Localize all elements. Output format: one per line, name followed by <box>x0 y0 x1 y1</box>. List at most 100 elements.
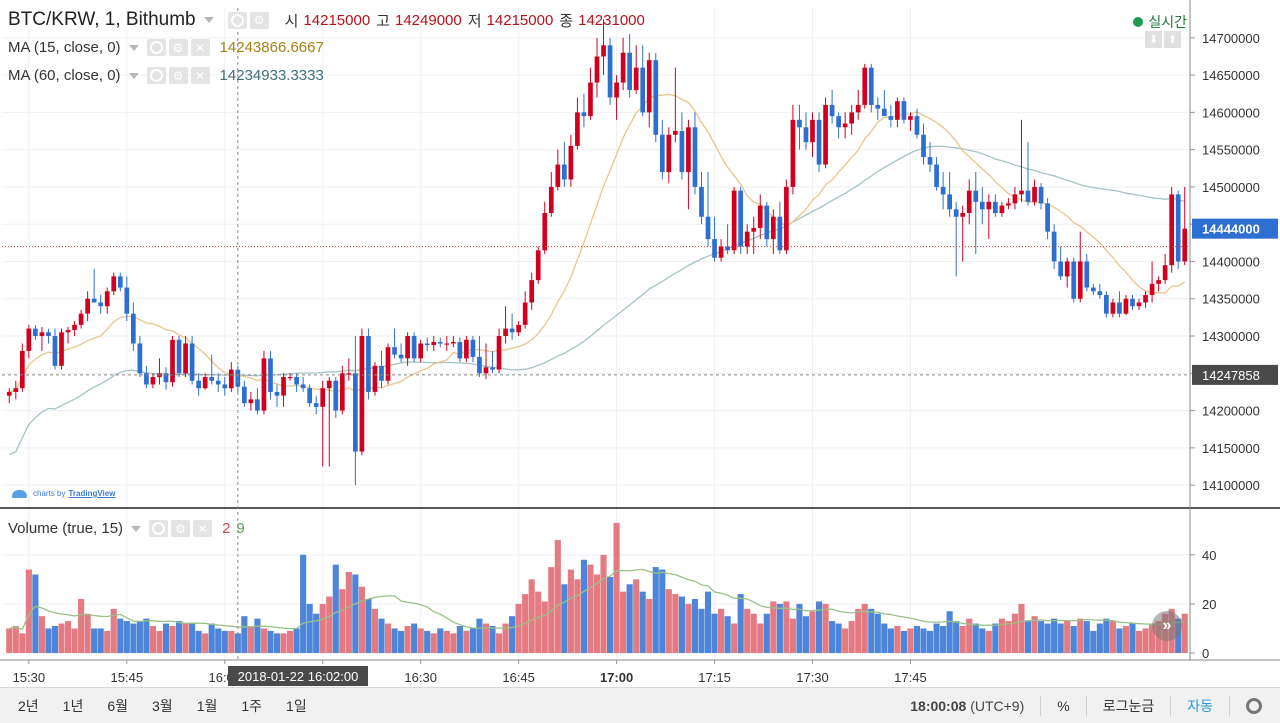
candle-body <box>39 332 45 337</box>
chevron-down-icon[interactable] <box>128 44 139 51</box>
chevron-down-icon[interactable] <box>128 72 139 79</box>
settings-gear-icon[interactable] <box>1246 698 1262 714</box>
candle-body <box>1169 194 1175 266</box>
volume-bar <box>1122 626 1130 653</box>
log-scale-button[interactable]: 로그눈금 <box>1102 698 1155 714</box>
range-3m-button[interactable]: 3월 <box>152 697 173 714</box>
volume-bar <box>835 623 842 653</box>
tradingview-branding[interactable]: charts by TradingView <box>12 489 115 498</box>
volume-bar <box>443 630 450 653</box>
volume-bar <box>162 623 170 653</box>
volume-tick-label: 40 <box>1202 548 1216 563</box>
candle-body <box>346 373 352 375</box>
gear-icon[interactable]: ⚙ <box>168 39 188 56</box>
percent-scale-button[interactable]: % <box>1057 698 1070 714</box>
volume-bar <box>319 603 326 653</box>
volume-bar <box>254 618 261 653</box>
candle-body <box>751 227 757 232</box>
volume-bar <box>900 630 907 653</box>
volume-bar <box>332 564 339 653</box>
candle-body <box>483 367 489 374</box>
volume-bar <box>476 618 483 653</box>
candle-body <box>111 276 117 292</box>
volume-bar <box>574 579 581 653</box>
eye-icon[interactable] <box>146 39 166 56</box>
volume-bar <box>6 628 13 653</box>
volume-bar <box>704 591 712 653</box>
candle-body <box>542 213 548 251</box>
volume-bar <box>731 623 738 653</box>
candle-body <box>823 104 828 165</box>
auto-scale-button[interactable]: 자동 <box>1187 698 1213 714</box>
candle-body <box>320 388 326 407</box>
candle-body <box>78 313 84 325</box>
volume-bar <box>384 623 392 653</box>
volume-bar <box>822 603 829 653</box>
volume-bar <box>123 621 130 653</box>
open-label: 시 <box>284 12 299 30</box>
candle-body <box>757 205 763 228</box>
candle-body <box>255 399 260 411</box>
candle-body <box>26 328 32 351</box>
arrow-up-icon[interactable]: ⬆ <box>1164 31 1181 48</box>
candle-body <box>1032 186 1037 202</box>
range-1m-button[interactable]: 1월 <box>196 697 218 714</box>
range-1d-button[interactable]: 1일 <box>286 697 307 714</box>
chevron-down-icon[interactable] <box>131 525 142 532</box>
eye-icon[interactable] <box>227 11 247 29</box>
close-icon[interactable]: ✕ <box>190 39 210 56</box>
volume-bar <box>117 618 124 653</box>
candle-body <box>895 101 900 120</box>
volume-bar <box>398 630 405 653</box>
volume-bar <box>306 603 313 653</box>
volume-bar <box>411 623 418 653</box>
candle-body <box>908 116 913 120</box>
candle-body <box>829 104 835 117</box>
candle-body <box>1156 280 1161 284</box>
volume-ma-path <box>9 568 1185 631</box>
volume-bar <box>84 613 91 653</box>
candle-body <box>137 343 143 374</box>
candle-body <box>411 336 417 359</box>
candle-body <box>242 386 247 404</box>
eye-icon[interactable] <box>149 520 169 537</box>
volume-bar <box>64 621 72 653</box>
candle-body <box>176 339 182 374</box>
candle-body <box>770 216 776 240</box>
volume-bar <box>378 618 385 653</box>
close-icon[interactable]: ✕ <box>190 67 210 84</box>
price-tick-label: 14300000 <box>1202 329 1260 344</box>
candle-body <box>588 82 593 117</box>
eye-icon[interactable] <box>146 67 166 84</box>
gear-icon[interactable]: ⚙ <box>171 520 191 537</box>
arrow-down-icon[interactable]: ⬇ <box>1145 31 1162 48</box>
volume-bar <box>1064 621 1071 653</box>
volume-bar <box>926 630 934 653</box>
volume-bar <box>175 621 183 653</box>
candle-body <box>98 302 104 307</box>
crosshair-price-badge <box>1192 364 1278 385</box>
close-icon[interactable]: ✕ <box>193 520 213 537</box>
volume-bar <box>424 630 431 653</box>
gear-icon[interactable]: ⚙ <box>249 11 269 29</box>
range-6m-button[interactable]: 6월 <box>107 697 129 714</box>
range-1w-button[interactable]: 1주 <box>241 697 263 714</box>
volume-bar <box>71 628 78 653</box>
candle-body <box>418 343 424 359</box>
scroll-to-realtime-button[interactable]: » <box>1152 611 1182 641</box>
candle-body <box>392 347 397 355</box>
time-tick-label: 16:30 <box>404 670 437 685</box>
candle-body <box>1051 231 1057 262</box>
candle-body <box>947 194 952 210</box>
gear-icon[interactable]: ⚙ <box>168 67 188 84</box>
range-2y-button[interactable]: 2년 <box>18 697 39 714</box>
realtime-label: 실시간 <box>1148 14 1187 30</box>
volume-bar <box>143 618 150 653</box>
chevron-down-icon[interactable] <box>203 17 214 23</box>
time-tick-label: 15:30 <box>13 670 46 685</box>
candle-body <box>1130 298 1135 307</box>
volume-bar <box>450 633 457 653</box>
candle-body <box>744 231 750 247</box>
range-1y-button[interactable]: 1년 <box>62 697 84 714</box>
